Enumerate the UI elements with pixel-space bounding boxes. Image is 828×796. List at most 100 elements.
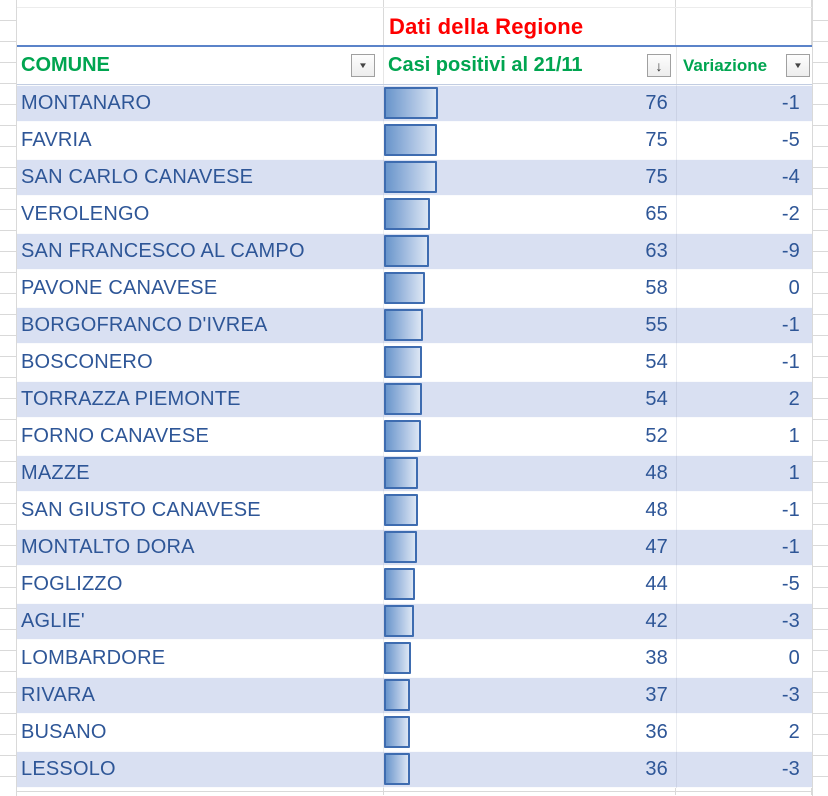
header-divider	[17, 45, 812, 47]
bottom-strip	[17, 788, 812, 795]
comune-cell[interactable]: VEROLENGO	[17, 196, 383, 233]
casi-cell[interactable]: 54	[383, 344, 676, 381]
variazione-cell[interactable]: 1	[676, 455, 812, 492]
comune-cell[interactable]: FAVRIA	[17, 122, 383, 159]
variazione-cell[interactable]: -3	[676, 603, 812, 640]
data-bar	[384, 309, 424, 341]
comune-header-label: COMUNE	[21, 54, 110, 76]
casi-cell[interactable]: 47	[383, 529, 676, 566]
table-row: BOSCONERO 54 -1	[17, 344, 812, 381]
comune-label: FORNO CANAVESE	[21, 425, 210, 447]
casi-cell[interactable]: 37	[383, 677, 676, 714]
variazione-cell[interactable]: -1	[676, 344, 812, 381]
comune-cell[interactable]: FOGLIZZO	[17, 566, 383, 603]
variazione-value: -1	[781, 536, 800, 558]
variazione-cell[interactable]: -5	[676, 122, 812, 159]
variazione-cell[interactable]: -1	[676, 85, 812, 122]
variazione-cell[interactable]: 0	[676, 640, 812, 677]
casi-cell[interactable]: 76	[383, 85, 676, 122]
comune-cell[interactable]: PAVONE CANAVESE	[17, 270, 383, 307]
table-row: MAZZE 48 1	[17, 455, 812, 492]
comune-label: LESSOLO	[21, 758, 116, 780]
left-gutter-column	[0, 0, 17, 796]
casi-sort-filter-button[interactable]: ↓	[647, 54, 671, 77]
casi-cell[interactable]: 48	[383, 455, 676, 492]
empty-cell[interactable]	[676, 8, 812, 45]
casi-value: 48	[645, 499, 668, 521]
comune-filter-button[interactable]: ▼	[351, 54, 375, 77]
comune-cell[interactable]: MAZZE	[17, 455, 383, 492]
table-row: VEROLENGO 65 -2	[17, 196, 812, 233]
variazione-cell[interactable]: 0	[676, 270, 812, 307]
data-bar	[384, 531, 418, 563]
comune-label: LOMBARDORE	[21, 647, 166, 669]
casi-cell[interactable]: 54	[383, 381, 676, 418]
casi-cell[interactable]: 58	[383, 270, 676, 307]
comune-cell[interactable]: BORGOFRANCO D'IVREA	[17, 307, 383, 344]
variazione-filter-button[interactable]: ▼	[786, 54, 810, 77]
casi-cell[interactable]: 75	[383, 159, 676, 196]
comune-cell[interactable]: SAN FRANCESCO AL CAMPO	[17, 233, 383, 270]
variazione-cell[interactable]: -9	[676, 233, 812, 270]
variazione-cell[interactable]: -5	[676, 566, 812, 603]
comune-cell[interactable]: BUSANO	[17, 714, 383, 751]
table-row: BUSANO 36 2	[17, 714, 812, 751]
casi-cell[interactable]: 36	[383, 714, 676, 751]
comune-label: VEROLENGO	[21, 203, 150, 225]
variazione-value: -3	[781, 758, 800, 780]
comune-cell[interactable]: FORNO CANAVESE	[17, 418, 383, 455]
casi-cell[interactable]: 75	[383, 122, 676, 159]
comune-label: RIVARA	[21, 684, 96, 706]
casi-cell[interactable]: 65	[383, 196, 676, 233]
casi-cell[interactable]: 44	[383, 566, 676, 603]
comune-label: SAN CARLO CANAVESE	[21, 166, 254, 188]
variazione-header-cell[interactable]: Variazione ▼	[676, 47, 812, 84]
casi-cell[interactable]: 36	[383, 751, 676, 788]
variazione-cell[interactable]: -3	[676, 751, 812, 788]
comune-cell[interactable]: MONTALTO DORA	[17, 529, 383, 566]
casi-cell[interactable]: 55	[383, 307, 676, 344]
variazione-cell[interactable]: -2	[676, 196, 812, 233]
comune-cell[interactable]: RIVARA	[17, 677, 383, 714]
casi-cell[interactable]: 42	[383, 603, 676, 640]
comune-cell[interactable]: TORRAZZA PIEMONTE	[17, 381, 383, 418]
casi-value: 37	[645, 684, 668, 706]
casi-value: 42	[645, 610, 668, 632]
comune-cell[interactable]: LOMBARDORE	[17, 640, 383, 677]
top-strip	[17, 0, 812, 8]
comune-label: BOSCONERO	[21, 351, 153, 373]
table-row: SAN GIUSTO CANAVESE 48 -1	[17, 492, 812, 529]
data-bar	[384, 161, 438, 193]
variazione-cell[interactable]: 2	[676, 381, 812, 418]
data-bar	[384, 420, 421, 452]
variazione-cell[interactable]: 2	[676, 714, 812, 751]
casi-value: 36	[645, 758, 668, 780]
variazione-cell[interactable]: -1	[676, 529, 812, 566]
comune-header-cell[interactable]: COMUNE ▼	[17, 47, 383, 84]
empty-cell[interactable]	[17, 8, 383, 45]
casi-cell[interactable]: 63	[383, 233, 676, 270]
casi-header-cell[interactable]: Casi positivi al 21/11 ↓	[383, 47, 676, 84]
table-row: TORRAZZA PIEMONTE 54 2	[17, 381, 812, 418]
variazione-cell[interactable]: -3	[676, 677, 812, 714]
comune-cell[interactable]: MONTANARO	[17, 85, 383, 122]
comune-cell[interactable]: AGLIE'	[17, 603, 383, 640]
variazione-cell[interactable]: -1	[676, 492, 812, 529]
comune-cell[interactable]: LESSOLO	[17, 751, 383, 788]
variazione-header-label: Variazione	[683, 55, 768, 75]
variazione-value: -1	[781, 351, 800, 373]
casi-value: 55	[645, 314, 668, 336]
data-bar	[384, 605, 414, 637]
casi-cell[interactable]: 48	[383, 492, 676, 529]
variazione-cell[interactable]: -4	[676, 159, 812, 196]
casi-cell[interactable]: 38	[383, 640, 676, 677]
variazione-cell[interactable]: 1	[676, 418, 812, 455]
casi-cell[interactable]: 52	[383, 418, 676, 455]
comune-cell[interactable]: SAN GIUSTO CANAVESE	[17, 492, 383, 529]
region-title-cell[interactable]: Dati della Regione	[383, 8, 676, 45]
variazione-value: 1	[788, 425, 800, 447]
filter-dropdown-icon: ▼	[358, 60, 368, 70]
comune-cell[interactable]: BOSCONERO	[17, 344, 383, 381]
comune-cell[interactable]: SAN CARLO CANAVESE	[17, 159, 383, 196]
variazione-cell[interactable]: -1	[676, 307, 812, 344]
